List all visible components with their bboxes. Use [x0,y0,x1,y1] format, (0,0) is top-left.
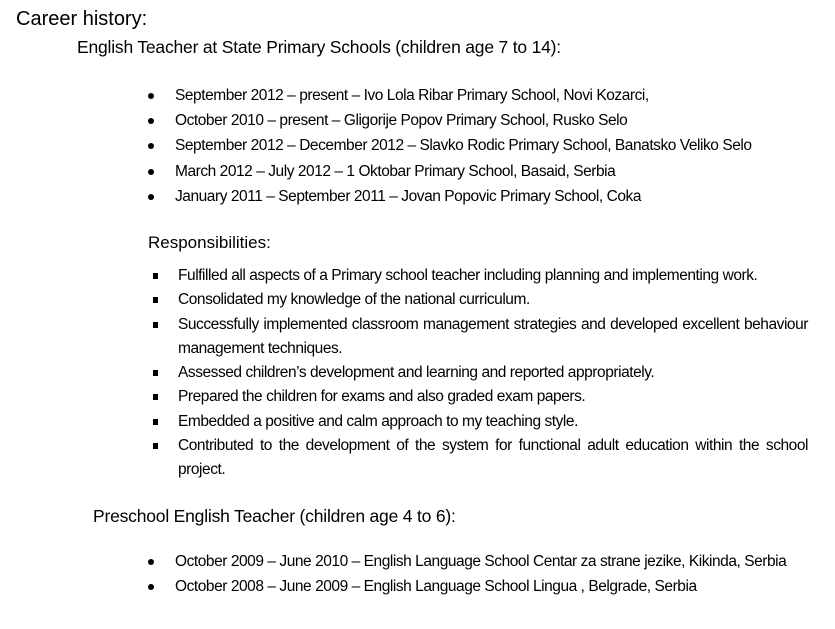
job-text: September 2012 – present – Ivo Lola Riba… [175,87,649,104]
responsibilities-list: Fulfilled all aspects of a Primary schoo… [152,264,808,483]
bullet-icon [148,118,154,125]
list-item: September 2012 – December 2012 – Slavko … [148,133,752,158]
job-text: January 2011 – September 2011 – Jovan Po… [175,187,642,205]
list-item: March 2012 – July 2012 – 1 Oktobar Prima… [148,159,752,184]
preschool-job-list: October 2009 – June 2010 – English Langu… [148,549,787,599]
list-item: Fulfilled all aspects of a Primary schoo… [152,264,808,288]
job-text: October 2010 – present – Gligorije Popov… [175,112,628,130]
responsibilities-heading: Responsibilities: [148,233,271,252]
square-bullet-icon [153,418,158,425]
bullet-icon [148,193,154,200]
job-text: October 2008 – June 2009 – English Langu… [175,578,697,596]
list-item: October 2008 – June 2009 – English Langu… [148,574,786,599]
bullet-icon [148,93,154,99]
responsibility-text: Prepared the children for exams and also… [178,388,586,406]
list-item: Contributed to the development of the sy… [152,434,808,483]
responsibility-text: Fulfilled all aspects of a Primary schoo… [178,267,758,284]
square-bullet-icon [153,370,158,377]
square-bullet-icon [153,297,158,304]
square-bullet-icon [153,321,158,328]
bullet-icon [148,559,154,565]
section-title: Career history: [16,8,148,30]
preschool-heading: Preschool English Teacher (children age … [93,506,456,526]
responsibility-text: Consolidated my knowledge of the nationa… [178,291,530,309]
bullet-icon [148,168,154,175]
responsibility-text: Successfully implemented classroom manag… [178,315,808,357]
list-item: Assessed children’s development and lear… [152,361,808,385]
list-item: September 2012 – present – Ivo Lola Riba… [148,83,752,108]
job-text: October 2009 – June 2010 – English Langu… [175,553,787,570]
square-bullet-icon [153,443,158,450]
list-item: October 2009 – June 2010 – English Langu… [148,549,787,574]
primary-heading: English Teacher at State Primary Schools… [77,37,561,57]
responsibility-text: Embedded a positive and calm approach to… [178,412,578,430]
square-bullet-icon [153,394,158,401]
responsibility-text: Contributed to the development of the sy… [178,437,808,479]
primary-job-list: September 2012 – present – Ivo Lola Riba… [148,83,752,209]
list-item: January 2011 – September 2011 – Jovan Po… [148,184,752,209]
list-item: Successfully implemented classroom manag… [152,313,808,362]
job-text: March 2012 – July 2012 – 1 Oktobar Prima… [175,162,616,180]
bullet-icon [148,584,154,591]
bullet-icon [148,143,154,150]
list-item: Prepared the children for exams and also… [152,385,808,409]
list-item: Embedded a positive and calm approach to… [152,410,808,434]
square-bullet-icon [153,273,158,279]
responsibility-text: Assessed children’s development and lear… [178,364,655,382]
job-text: September 2012 – December 2012 – Slavko … [175,137,752,155]
list-item: October 2010 – present – Gligorije Popov… [148,108,752,133]
list-item: Consolidated my knowledge of the nationa… [152,288,808,312]
